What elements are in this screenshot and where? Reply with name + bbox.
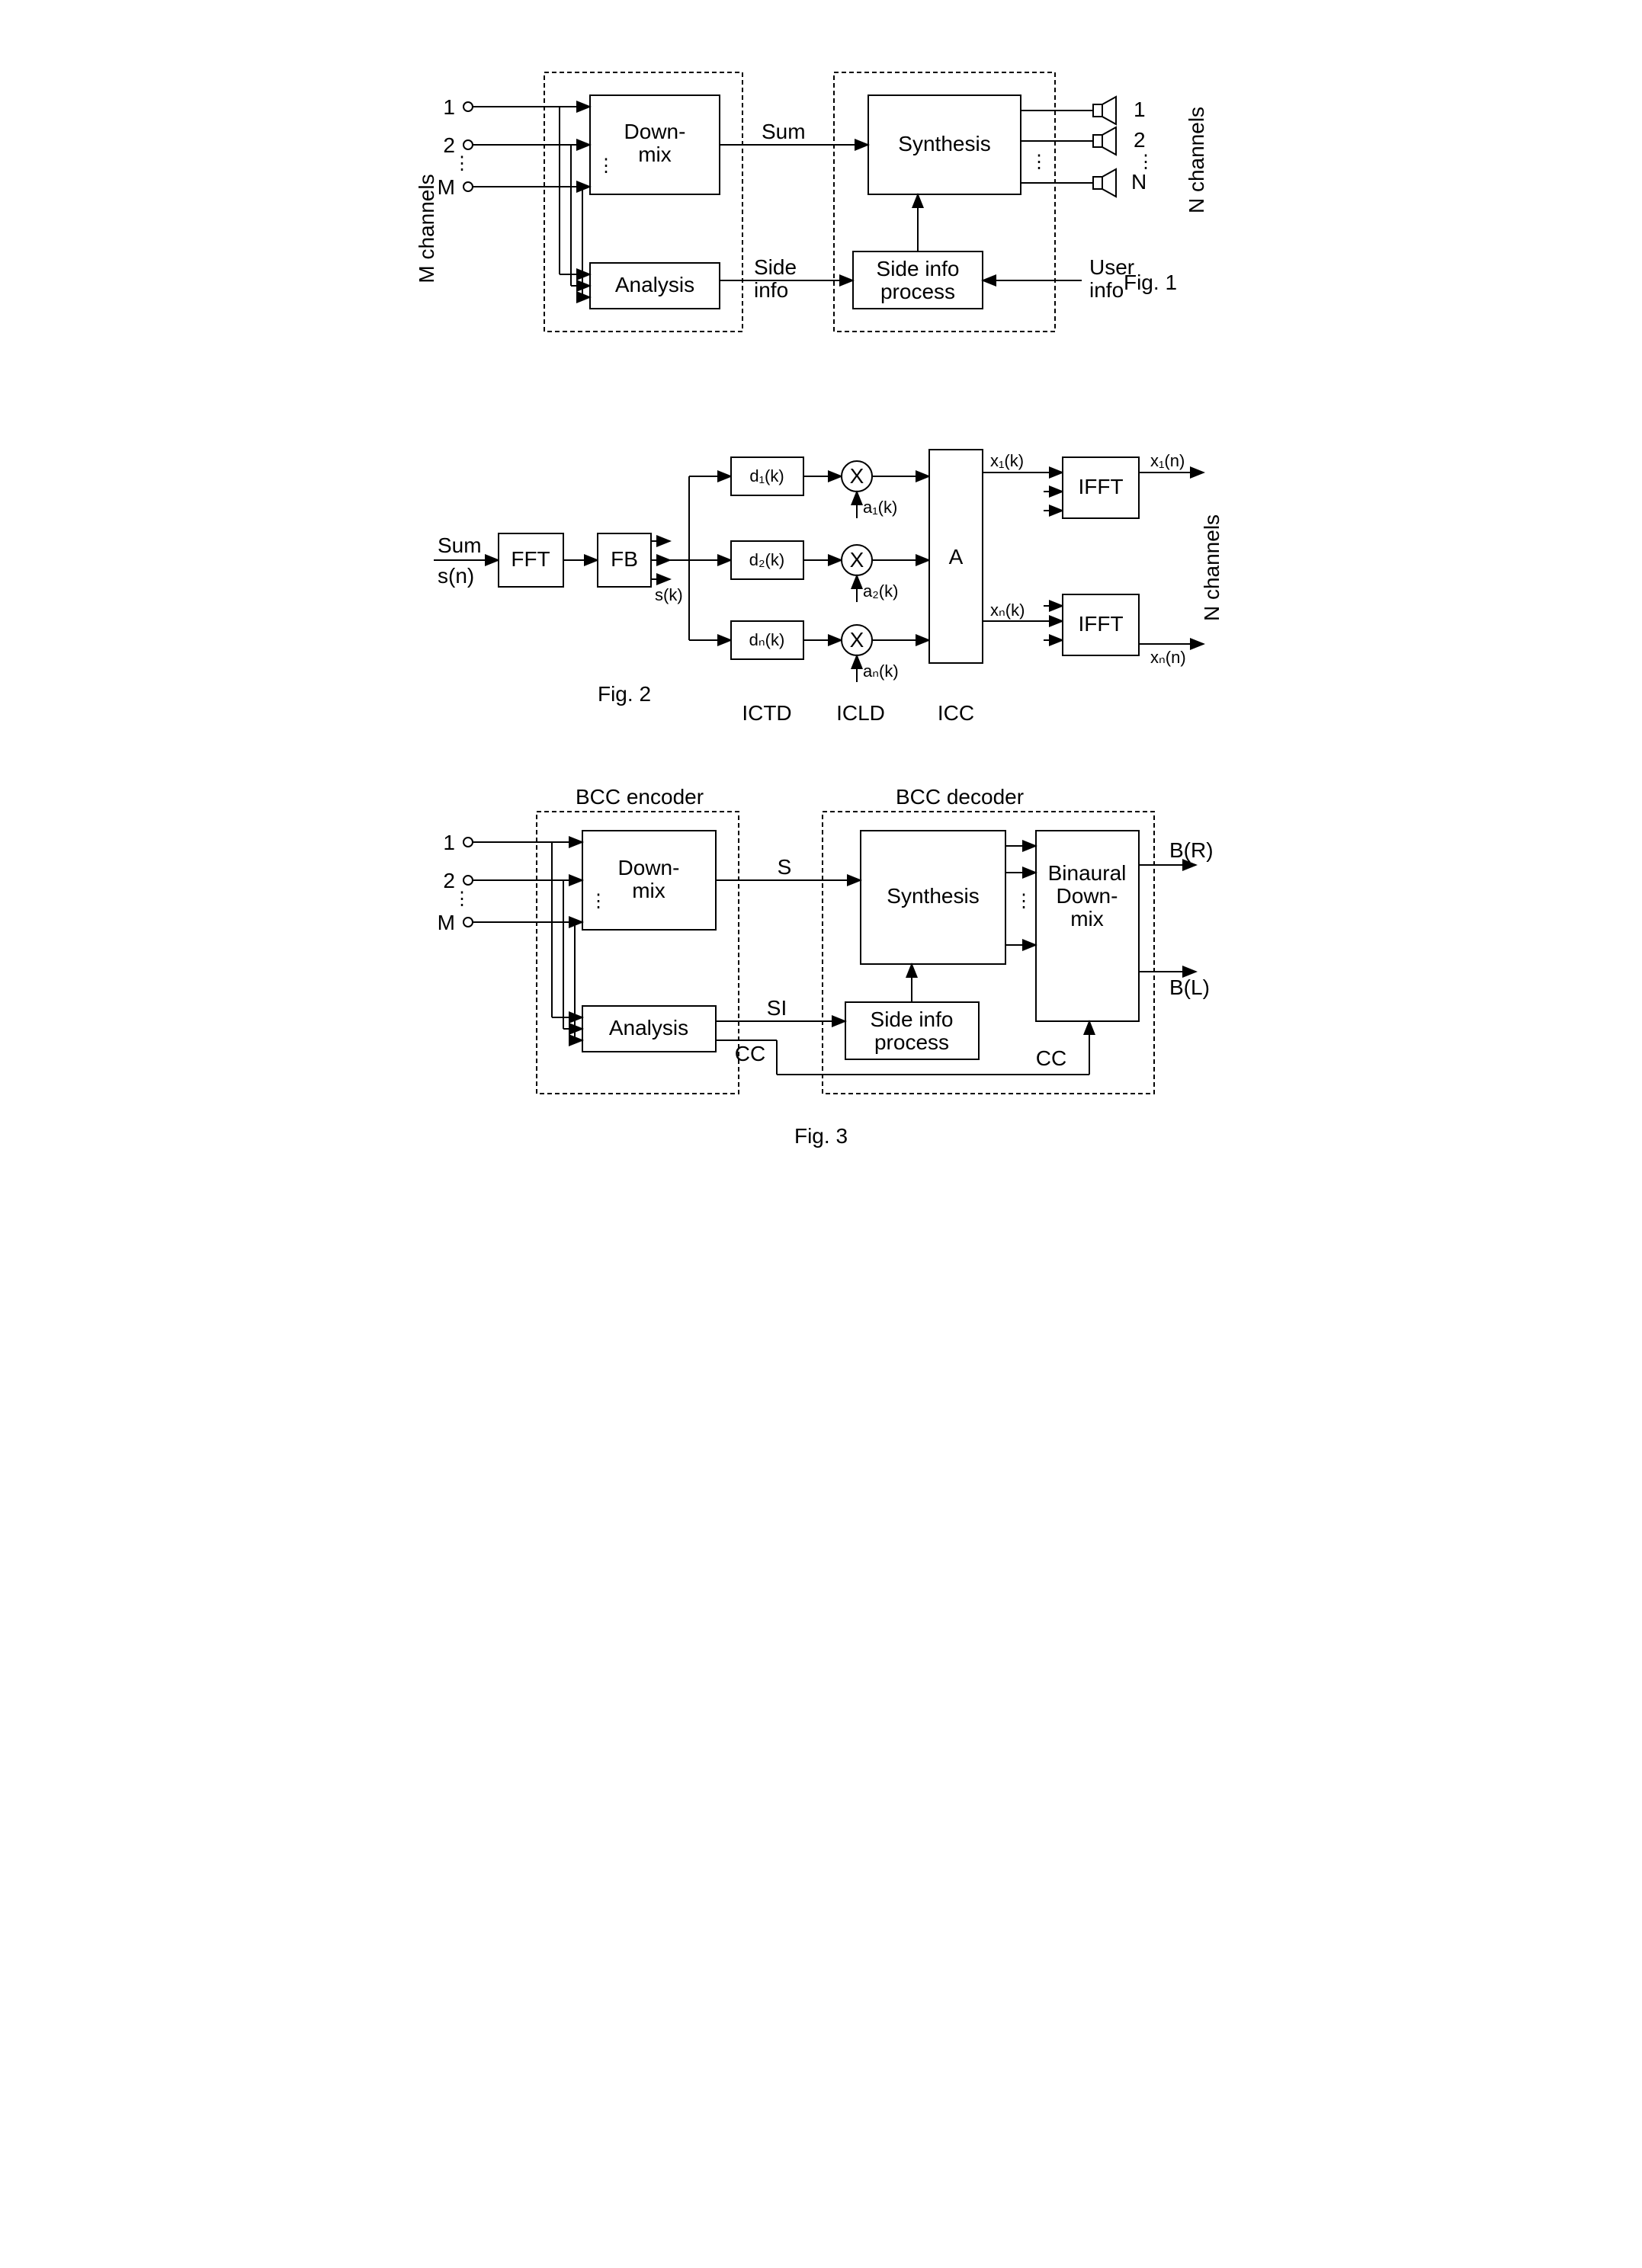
fig3-inm-term: [463, 918, 473, 927]
input-terminal-2: [463, 140, 473, 149]
mult1-x: X: [849, 464, 864, 488]
m-channels-label: M channels: [415, 174, 438, 283]
a2-label: a₂(k): [863, 581, 898, 601]
downmix-label-line1: Down-: [624, 120, 685, 143]
sn-label: s(n): [438, 564, 474, 588]
fig3-caption: Fig. 3: [794, 1124, 847, 1148]
speaker-n-icon: [1093, 169, 1116, 197]
multn-x: X: [849, 628, 864, 652]
an-label: aₙ(k): [863, 662, 899, 681]
fig3-br-label: B(R): [1169, 838, 1214, 862]
input-vdots: ⋮: [453, 153, 471, 174]
fig3-syn-label: Synthesis: [887, 884, 979, 908]
fig3-dm-l1: Down-: [617, 856, 679, 879]
sk-label: s(k): [655, 585, 683, 604]
fig3-in1-term: [463, 838, 473, 847]
d2-label: d₂(k): [749, 550, 784, 569]
fig3-bin-l2: Down-: [1056, 884, 1118, 908]
sideinfo-sig-label1: Side: [754, 255, 797, 279]
fig3-in1: 1: [443, 831, 455, 854]
icld-label: ICLD: [836, 701, 885, 725]
fig3-in2-term: [463, 876, 473, 885]
dn-label: dₙ(k): [749, 630, 784, 649]
fig3-bin-l1: Binaural: [1047, 861, 1126, 885]
input-terminal-m: [463, 182, 473, 191]
downmix-label-line2: mix: [638, 143, 672, 166]
dm-vdots: ⋮: [597, 155, 615, 176]
fig3-syn-vdots: ⋮: [1015, 891, 1033, 911]
fig3-bl-label: B(L): [1169, 975, 1210, 999]
out-1-label: 1: [1134, 98, 1146, 121]
xnn-label: xₙ(n): [1150, 648, 1186, 667]
diagrams-svg: M channels N channels Down- mix Analysis…: [411, 30, 1232, 1164]
sum-label: Sum: [762, 120, 806, 143]
fft-label: FFT: [511, 547, 550, 571]
fig2-nchannels: N channels: [1200, 514, 1223, 621]
fig3-vdots: ⋮: [453, 889, 471, 909]
a1-label: a₁(k): [863, 498, 897, 517]
d1-label: d₁(k): [749, 466, 784, 485]
input-m-label: M: [437, 175, 454, 199]
speaker-1-icon: [1093, 97, 1116, 124]
fig1: M channels N channels Down- mix Analysis…: [411, 53, 1208, 332]
fig3-dm-vdots: ⋮: [589, 891, 608, 911]
mult2-x: X: [849, 548, 864, 572]
fig3-inm: M: [437, 911, 454, 934]
ifftn-label: IFFT: [1078, 612, 1123, 636]
speaker-2-icon: [1093, 127, 1116, 155]
x1n-label: x₁(n): [1150, 451, 1185, 470]
input-1-label: 1: [443, 95, 455, 119]
x1k-label: x₁(k): [990, 451, 1024, 470]
fig2-caption: Fig. 2: [597, 682, 650, 706]
sideinfo-label-line1: Side info: [876, 257, 959, 280]
fig3-s-label: S: [777, 855, 791, 879]
syn-vdots: ⋮: [1030, 152, 1048, 172]
fig3-analysis-label: Analysis: [608, 1016, 688, 1040]
fb-label: FB: [611, 547, 638, 571]
encoder-title: BCC encoder: [575, 785, 703, 809]
fig1-caption: Fig. 1: [1123, 271, 1176, 294]
fig3: BCC encoder BCC decoder Down- mix Analys…: [437, 785, 1213, 1148]
fig3-si-l2: process: [874, 1030, 948, 1054]
decoder-title: BCC decoder: [895, 785, 1023, 809]
input-terminal-1: [463, 102, 473, 111]
fig3-bin-l3: mix: [1070, 907, 1104, 931]
fig3-si-label: SI: [766, 996, 786, 1020]
xnk-label: xₙ(k): [990, 601, 1025, 620]
fig2: Sum s(n) FFT FB s(k) d₁(k) X a₁(k) d₂(k): [434, 450, 1223, 725]
fig3-si-l1: Side info: [870, 1007, 953, 1031]
sum-label-top: Sum: [438, 533, 482, 557]
out-2-label: 2: [1134, 128, 1146, 152]
userinfo-label2: info: [1089, 278, 1124, 302]
sideinfo-label-line2: process: [880, 280, 954, 303]
out-n-label: N: [1131, 170, 1147, 194]
fig3-dm-l2: mix: [632, 879, 665, 902]
ictd-label: ICTD: [742, 701, 791, 725]
a-block-label: A: [948, 545, 963, 569]
n-channels-label: N channels: [1185, 107, 1208, 213]
fig3-cc-label2: CC: [1035, 1046, 1066, 1070]
analysis-label: Analysis: [614, 273, 694, 296]
ifft1-label: IFFT: [1078, 475, 1123, 498]
fig3-cc-label1: CC: [734, 1042, 765, 1065]
synthesis-label: Synthesis: [898, 132, 990, 155]
sideinfo-sig-label2: info: [754, 278, 788, 302]
out-vdots: ⋮: [1137, 152, 1155, 172]
icc-label: ICC: [937, 701, 973, 725]
